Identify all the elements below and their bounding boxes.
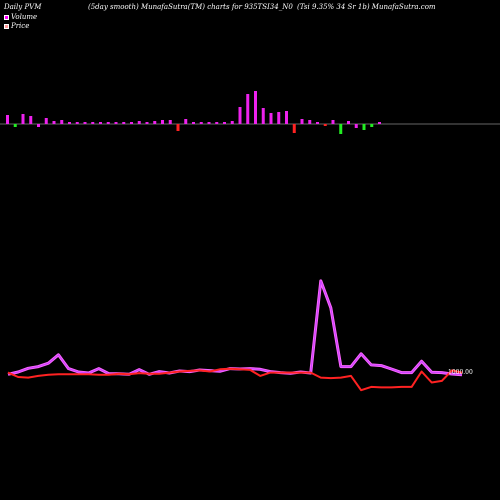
volume-bar	[153, 121, 157, 124]
volume-bar	[300, 119, 304, 124]
series-lines	[7, 279, 463, 392]
volume-bar	[215, 122, 219, 124]
legend-price-swatch	[4, 23, 9, 29]
volume-bar	[145, 122, 149, 124]
chart-title-left: Daily PVM	[4, 3, 42, 11]
volume-bar	[21, 114, 25, 124]
chart-title-right: (Tsi 9.35% 34 Sr 1b) MunafaSutra.com	[297, 3, 436, 11]
volume-bar	[13, 124, 17, 127]
volume-bar	[137, 121, 141, 124]
volume-bar	[52, 121, 56, 124]
volume-bar	[362, 124, 366, 130]
legend-volume-label: Volume	[11, 13, 38, 21]
volume-bar	[370, 124, 374, 127]
volume-bar	[184, 119, 188, 124]
volume-bar	[60, 120, 64, 124]
volume-bar	[285, 111, 288, 124]
volume-bar	[99, 122, 102, 124]
volume-bars	[6, 91, 381, 134]
volume-bar	[114, 122, 118, 124]
legend-volume: Volume	[4, 13, 37, 21]
price-line	[7, 367, 463, 392]
chart-title-middle: (5day smooth) MunafaSutra(TM) charts for…	[88, 3, 293, 11]
volume-bar	[316, 122, 319, 124]
volume-bar	[292, 124, 296, 133]
volume-bar	[323, 124, 327, 126]
volume-bar	[347, 121, 350, 124]
volume-bar	[331, 120, 335, 124]
volume-bar	[207, 122, 211, 124]
volume-bar	[176, 124, 180, 131]
volume-bar	[168, 120, 172, 124]
volume-bar	[83, 122, 87, 124]
volume-bar	[354, 124, 358, 128]
volume-bar	[277, 112, 281, 124]
volume-bar	[269, 113, 273, 124]
volume-line	[7, 280, 463, 376]
volume-bar	[122, 122, 126, 124]
price-end-label: 1000.00	[448, 369, 473, 376]
volume-bar	[75, 122, 79, 124]
volume-bar	[29, 116, 33, 124]
volume-bar	[192, 122, 195, 124]
volume-bar	[37, 124, 40, 127]
volume-bar	[44, 118, 48, 124]
volume-bar	[238, 107, 242, 124]
volume-bar	[199, 122, 203, 124]
legend-volume-swatch	[4, 14, 9, 20]
volume-bar	[378, 122, 381, 124]
volume-line-glow	[7, 279, 463, 377]
volume-bar	[223, 122, 226, 124]
volume-bar	[261, 108, 265, 124]
volume-bar	[254, 91, 257, 124]
volume-bar	[91, 122, 95, 124]
legend-price-label: Price	[11, 22, 30, 30]
volume-bar	[161, 120, 164, 124]
legend-price: Price	[4, 22, 29, 30]
volume-bar	[68, 122, 71, 124]
volume-bar	[230, 121, 234, 124]
volume-bar	[6, 115, 9, 124]
volume-bar	[308, 120, 312, 124]
volume-bar	[130, 122, 133, 124]
volume-bar	[339, 124, 343, 134]
volume-bar	[246, 94, 250, 124]
volume-bar	[106, 122, 110, 124]
